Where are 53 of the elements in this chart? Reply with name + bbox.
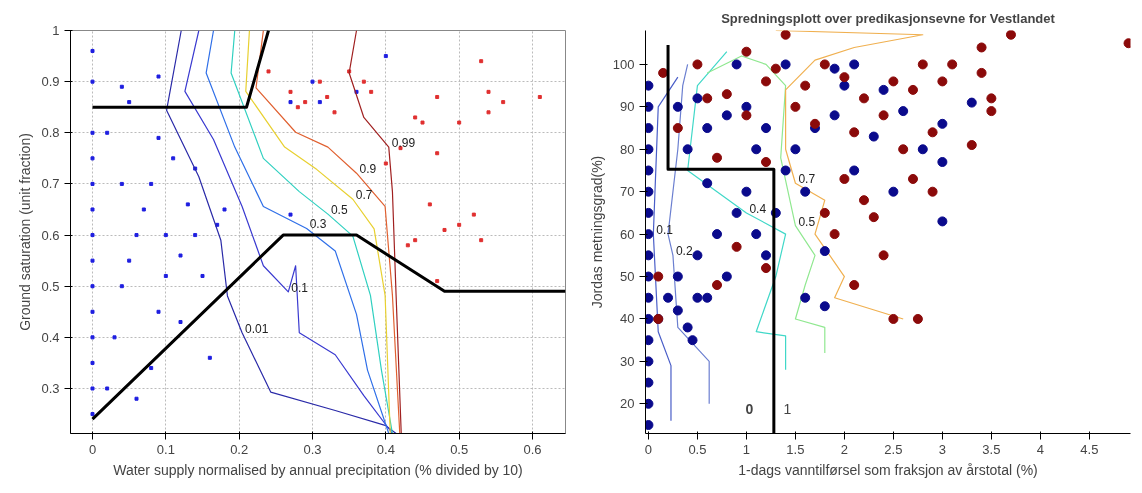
- series-label: 0.1: [291, 280, 309, 295]
- x-tick-label: 0.6: [523, 441, 542, 457]
- x-tick-label: 0.5: [450, 441, 469, 457]
- x-tick-label: 3.5: [982, 441, 1001, 457]
- y-tick-label: 20: [620, 396, 635, 412]
- x-axis-title: Water supply normalised by annual precipitation (% divided by 10): [113, 461, 523, 478]
- y-tick-label: 30: [620, 353, 635, 369]
- x-tick-label: 1.5: [786, 441, 805, 457]
- y-tick-label: 0.5: [41, 278, 60, 294]
- series-label: 0.3: [309, 217, 327, 232]
- x-tick-label: 0: [88, 441, 97, 457]
- x-axis-title: 1-dags vanntilførsel som fraksjon av årstotal (%): [738, 461, 1038, 478]
- x-tick-label: 3: [938, 441, 946, 457]
- annotation: 0: [745, 400, 754, 417]
- x-tick-label: 2.5: [884, 441, 903, 457]
- chart-title: Spredningsplott over predikasjonsevne for Vestlandet: [721, 10, 1056, 26]
- x-tick-label: 0.2: [230, 441, 249, 457]
- series-label: 0.1: [656, 223, 674, 238]
- y-tick-label: 80: [620, 141, 635, 157]
- y-tick-label: 50: [620, 269, 635, 285]
- series-label: 0.9: [359, 162, 377, 177]
- series-label: 0.5: [798, 214, 816, 229]
- y-tick-label: 0.6: [41, 227, 60, 243]
- x-tick-label: 2: [840, 441, 849, 457]
- y-tick-label: 70: [620, 184, 635, 200]
- y-tick-label: 0.3: [41, 380, 60, 396]
- y-tick-label: 60: [620, 226, 635, 242]
- x-tick-label: 0.5: [688, 441, 707, 457]
- series-label: 0.2: [675, 244, 693, 259]
- x-tick-label: 0: [644, 441, 653, 457]
- y-tick-label: 0.9: [41, 74, 60, 90]
- series-label: 0.4: [749, 201, 767, 216]
- y-tick-label: 1: [52, 23, 60, 38]
- series-label: 0.7: [798, 172, 816, 187]
- x-tick-label: 0.1: [156, 441, 175, 457]
- annotation: 1: [783, 400, 792, 417]
- y-axis-title: Ground saturation (unit fraction): [17, 133, 34, 331]
- y-tick-label: 40: [620, 311, 635, 327]
- x-tick-label: 4: [1036, 441, 1044, 457]
- x-tick-label: 0.4: [376, 441, 395, 457]
- series-label: 0.5: [330, 203, 348, 218]
- y-tick-label: 0.4: [41, 329, 60, 345]
- series-label: 0.7: [355, 188, 373, 203]
- x-tick-label: 0.3: [303, 441, 322, 457]
- x-tick-label: 1: [742, 441, 751, 457]
- series-label: 0.99: [391, 136, 416, 151]
- y-axis-title: Jordas metningsgrad(%): [588, 155, 605, 309]
- x-tick-label: 4.5: [1080, 441, 1099, 457]
- y-tick-label: 0.7: [41, 176, 60, 192]
- series-label: 0.01: [245, 321, 269, 336]
- y-tick-label: 0.8: [41, 125, 60, 141]
- y-tick-label: 90: [620, 99, 635, 115]
- y-tick-label: 100: [612, 56, 635, 72]
